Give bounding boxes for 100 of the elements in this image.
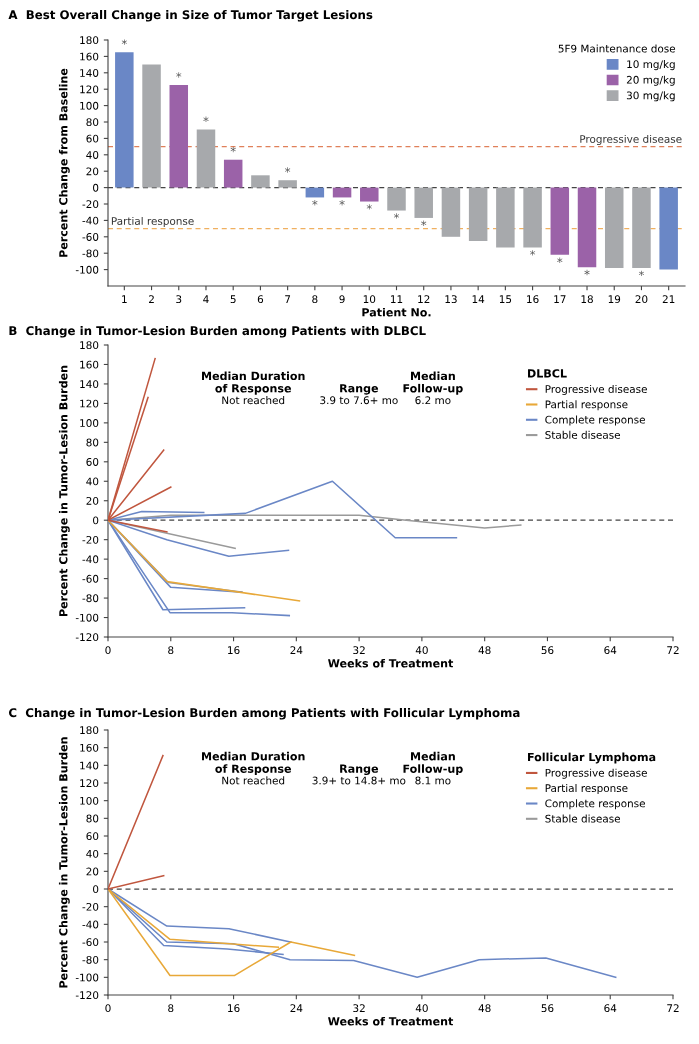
y-tick-label: 100 xyxy=(80,419,99,427)
legend-label: Partial response xyxy=(545,783,628,795)
y-tick-label: 100 xyxy=(80,796,99,805)
x-tick-label: 19 xyxy=(608,295,621,304)
annotation: Range xyxy=(340,764,379,776)
x-tick-label: 11 xyxy=(391,295,403,303)
x-tick-label: 24 xyxy=(290,1004,303,1012)
x-tick-label: 14 xyxy=(472,295,485,303)
y-axis-title: Percent Change in Tumor-Lesion Burden xyxy=(58,365,70,617)
y-tick-label: -100 xyxy=(75,973,99,982)
annotation: Median Duration of Response xyxy=(202,751,305,776)
x-tick-label: 72 xyxy=(667,1004,679,1012)
y-tick-label: -100 xyxy=(75,265,99,274)
x-tick-label: 4 xyxy=(203,295,209,303)
y-tick-label: 0 xyxy=(93,885,99,894)
x-tick-label: 40 xyxy=(415,1004,428,1013)
y-tick-label: 60 xyxy=(86,832,99,841)
legend-title: 5F9 Maintenance dose xyxy=(558,44,676,53)
y-tick-label: 180 xyxy=(80,36,99,45)
annotation: Median Follow-up xyxy=(403,371,463,395)
y-tick-label: -20 xyxy=(82,200,99,209)
legend-label: Complete response xyxy=(545,799,645,810)
y-tick-label: 180 xyxy=(80,341,99,350)
annotation: * xyxy=(557,257,563,263)
x-tick-label: 8 xyxy=(168,646,174,655)
y-tick-label: 140 xyxy=(80,761,99,770)
legend-label: Progressive disease xyxy=(545,768,647,779)
x-tick-label: 18 xyxy=(581,295,593,304)
annotation: * xyxy=(230,146,236,153)
y-tick-label: 20 xyxy=(86,496,99,505)
x-tick-label: 9 xyxy=(339,295,345,304)
y-tick-label: 0 xyxy=(93,183,99,192)
x-tick-label: 21 xyxy=(662,295,675,303)
annotation: 6.2 mo xyxy=(415,396,451,405)
annotation: * xyxy=(584,269,590,276)
x-tick-label: 40 xyxy=(415,646,428,655)
y-tick-label: 160 xyxy=(80,743,99,752)
chart-title: B Change in Tumor-Lesion Burden among Patients with DLBCL xyxy=(9,326,426,338)
x-tick-label: 32 xyxy=(353,646,365,655)
annotation: * xyxy=(366,204,372,210)
annotation: * xyxy=(285,167,291,173)
annotation: Not reached xyxy=(222,776,285,785)
annotation: * xyxy=(176,72,182,78)
annotation: * xyxy=(421,220,427,226)
x-tick-label: 8 xyxy=(168,1004,174,1013)
x-tick-label: 2 xyxy=(149,295,154,303)
x-axis-title: Weeks of Treatment xyxy=(328,658,454,668)
annotation: * xyxy=(121,39,127,45)
y-tick-label: 160 xyxy=(80,52,99,61)
y-tick-label: 140 xyxy=(80,69,99,77)
y-tick-label: 120 xyxy=(80,779,99,788)
y-tick-label: 40 xyxy=(86,151,99,159)
x-tick-label: 64 xyxy=(604,1004,617,1013)
x-tick-label: 13 xyxy=(445,295,457,304)
annotation: * xyxy=(638,270,645,277)
x-tick-label: 10 xyxy=(363,295,376,304)
annotation: Not reached xyxy=(222,396,285,405)
x-tick-label: 48 xyxy=(478,646,491,655)
legend-label: Complete response xyxy=(545,415,645,426)
y-tick-label: 120 xyxy=(80,85,99,94)
y-tick-label: 0 xyxy=(93,516,99,525)
y-tick-label: 40 xyxy=(86,477,99,486)
legend-label: Stable disease xyxy=(545,814,621,823)
annotation: 3.9 to 7.6+ mo xyxy=(320,396,398,405)
y-tick-label: -60 xyxy=(82,574,99,583)
annotation: 3.9+ to 14.8+ mo xyxy=(312,776,406,785)
y-tick-label: -80 xyxy=(82,249,99,258)
y-tick-label: -40 xyxy=(82,555,99,564)
annotation: * xyxy=(203,116,209,122)
chart-title: C Change in Tumor-Lesion Burden among Patients with Follicular Lymphoma xyxy=(8,708,520,720)
legend-label: Progressive disease xyxy=(545,384,647,396)
y-tick-label: -120 xyxy=(75,633,99,642)
legend-label: Partial response xyxy=(545,400,628,411)
y-tick-label: -60 xyxy=(82,233,99,241)
y-axis-title: Percent Change from Baseline xyxy=(58,68,70,257)
x-tick-label: 6 xyxy=(257,295,264,304)
legend-label: Stable disease xyxy=(545,430,621,439)
legend-label: 30 mg/kg xyxy=(626,91,675,102)
x-tick-label: 12 xyxy=(418,295,430,303)
y-tick-label: 20 xyxy=(86,167,99,176)
y-tick-label: 80 xyxy=(86,118,99,127)
annotation: 8.1 mo xyxy=(415,776,451,785)
x-tick-label: 20 xyxy=(635,295,648,304)
x-tick-label: 16 xyxy=(527,295,539,304)
y-tick-label: 60 xyxy=(86,134,99,143)
annotation: * xyxy=(339,200,345,206)
x-tick-label: 7 xyxy=(285,295,291,303)
x-tick-label: 16 xyxy=(228,646,240,655)
x-tick-label: 1 xyxy=(122,295,127,303)
y-tick-label: 100 xyxy=(80,101,99,110)
x-tick-label: 72 xyxy=(667,646,679,654)
y-tick-label: -80 xyxy=(82,594,99,603)
annotation: Median Follow-up xyxy=(403,751,463,776)
ref-line-label: Progressive disease xyxy=(580,134,682,145)
x-tick-label: 0 xyxy=(105,1004,111,1013)
y-tick-label: 20 xyxy=(86,867,99,876)
y-tick-label: 120 xyxy=(80,399,99,408)
x-tick-label: 64 xyxy=(604,646,617,655)
x-tick-label: 3 xyxy=(176,295,182,304)
annotation: * xyxy=(312,200,318,206)
